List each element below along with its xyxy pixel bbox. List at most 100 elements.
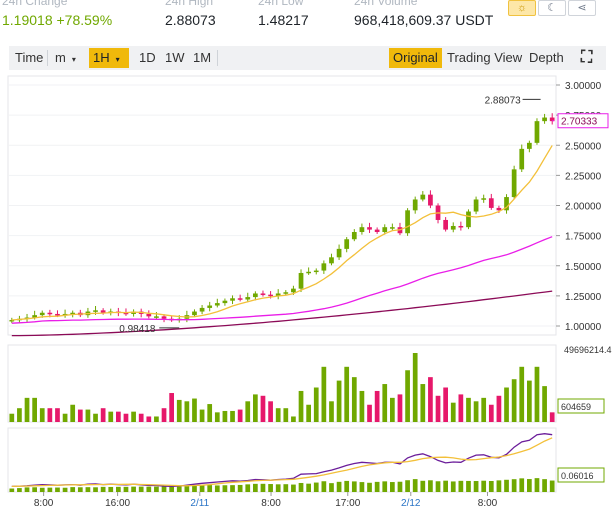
interval-1w-button[interactable]: 1W: [165, 50, 185, 65]
fullscreen-icon[interactable]: ⛶: [581, 49, 593, 66]
indicator-panel: [7, 427, 557, 493]
indicator-bar: [466, 480, 471, 492]
change-value: 1.19018 +78.59%: [2, 12, 113, 28]
indicator-bar: [176, 485, 182, 492]
hour-interval-select[interactable]: 1H ▾: [89, 48, 129, 68]
indicator-bar: [488, 481, 494, 492]
volume-bar: [382, 384, 388, 422]
depth-view-button[interactable]: Depth: [529, 50, 564, 65]
interval-1m-button[interactable]: 1M: [193, 50, 212, 65]
volume-bar: [161, 408, 167, 422]
indicator-bar: [458, 480, 464, 492]
candle: [146, 313, 152, 317]
trading-view-button[interactable]: Trading View: [447, 50, 523, 65]
share-icon[interactable]: ⋖: [568, 0, 596, 16]
volume-bar: [85, 409, 91, 422]
indicator-bar: [123, 486, 129, 492]
indicator-bar: [306, 483, 311, 492]
indicator-bar: [47, 487, 53, 492]
candle: [443, 219, 448, 230]
indicator-bar: [519, 478, 525, 492]
volume-bar: [450, 402, 456, 422]
indicator-bar: [443, 480, 448, 492]
indicator-bar: [428, 480, 433, 492]
volume-bar: [496, 395, 502, 422]
indicator-bar: [85, 487, 91, 492]
stats-bar: 24h Change 1.19018 +78.59% 24h High 2.88…: [0, 0, 616, 40]
low-annotation: 0.98418: [119, 324, 156, 335]
indicator-bar: [161, 485, 167, 492]
indicator-bar: [321, 481, 327, 492]
candle: [32, 315, 37, 318]
candle: [488, 198, 494, 208]
volume-bar: [458, 394, 464, 422]
moon-icon[interactable]: ☾: [538, 0, 566, 16]
volume-bar: [367, 404, 372, 422]
candle: [93, 310, 98, 312]
separator: [217, 50, 218, 66]
ma-mid-line: [11, 236, 553, 324]
volume-bar: [123, 413, 129, 422]
volume-bar: [321, 366, 327, 422]
candle: [428, 194, 433, 206]
sun-icon[interactable]: ☼: [508, 0, 536, 16]
volume-bar: [17, 408, 22, 422]
indicator-bar: [275, 484, 281, 492]
volume-bar: [405, 370, 410, 422]
candle: [268, 294, 273, 297]
volume-bar: [245, 401, 251, 422]
volume-bar: [313, 387, 319, 422]
indicator-bar: [374, 481, 380, 492]
candle: [549, 117, 555, 122]
high-label: 24h High: [165, 0, 214, 8]
original-view-button[interactable]: Original: [389, 48, 442, 68]
volume-bar: [542, 386, 547, 422]
volume-bar: [222, 410, 228, 422]
candle: [405, 210, 410, 234]
candle: [519, 148, 525, 170]
indicator-bar: [169, 484, 174, 492]
candle: [260, 293, 266, 295]
volume-bar: [154, 416, 159, 422]
price-axis-label: 1.25000: [565, 292, 602, 303]
volume-bar: [420, 384, 426, 422]
volume-bar: [466, 397, 471, 422]
last-price-value: 2.70333: [561, 117, 598, 128]
time-axis-label: 16:00: [105, 498, 130, 507]
volume-bar: [260, 395, 266, 422]
volume-bar: [24, 397, 30, 422]
volume-bar: [336, 380, 342, 422]
low-value: 1.48217: [258, 12, 309, 28]
volume-bar: [488, 404, 494, 422]
candle: [336, 248, 342, 258]
volume-bar: [534, 366, 540, 422]
minute-interval-select[interactable]: m ▾: [55, 50, 76, 65]
volume-bar: [519, 366, 525, 422]
indicator-bar: [344, 480, 350, 492]
candle: [466, 211, 471, 228]
volume-bar: [184, 401, 190, 422]
indicator-bar: [192, 484, 197, 492]
candle: [253, 293, 258, 298]
indicator-bar: [222, 485, 228, 492]
time-axis-label: 8:00: [478, 498, 498, 507]
candle: [534, 121, 540, 143]
candle: [207, 305, 213, 308]
interval-1d-button[interactable]: 1D: [139, 50, 156, 65]
low-label: 24h Low: [258, 0, 304, 8]
indicator-bar: [367, 482, 372, 492]
indicator-bar: [481, 480, 487, 492]
candle: [275, 293, 281, 296]
indicator-bar: [527, 479, 532, 492]
volume-bar: [275, 408, 281, 422]
candle: [55, 313, 60, 316]
price-chart[interactable]: 3.000002.750002.500002.250002.000001.750…: [0, 72, 616, 507]
indicator-bar: [496, 480, 502, 492]
indicator-bar: [253, 483, 258, 492]
indicator-bar: [116, 486, 121, 492]
indicator-bar: [199, 485, 205, 492]
volume-bar: [116, 411, 121, 422]
volume-bar: [93, 413, 98, 422]
indicator-bar: [291, 484, 296, 492]
indicator-bar: [359, 482, 365, 492]
